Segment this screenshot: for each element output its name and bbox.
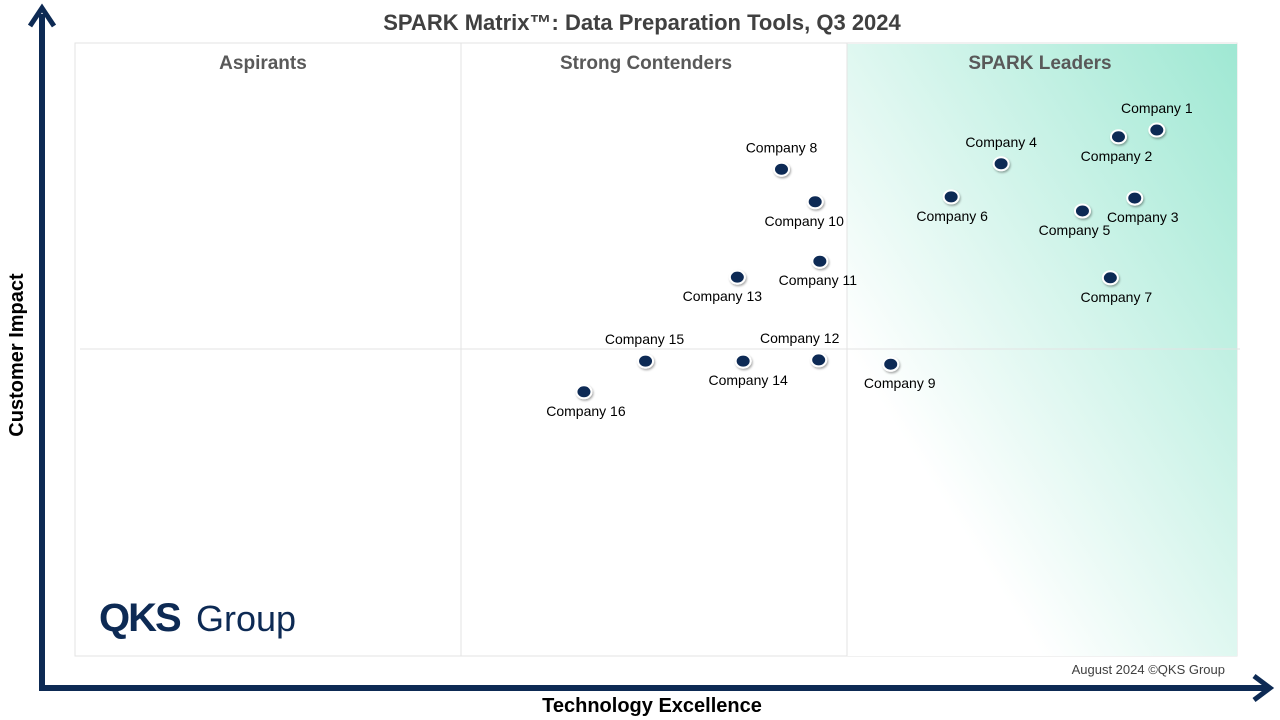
- data-point: [734, 353, 752, 369]
- data-point-label: Company 5: [1039, 222, 1111, 238]
- data-point: [1109, 129, 1127, 145]
- quadrant-label-spark-leaders: SPARK Leaders: [968, 53, 1111, 74]
- data-point: [637, 353, 655, 369]
- data-point-label: Company 10: [764, 213, 844, 229]
- data-point: [1073, 203, 1091, 219]
- data-point-label: Company 9: [864, 375, 936, 391]
- quadrant-label-aspirants: Aspirants: [219, 53, 307, 74]
- quadrant-label-strong-contenders: Strong Contenders: [560, 53, 732, 74]
- data-point: [806, 194, 824, 210]
- data-points: Company 1 Company 2 Company 3 Company 4 Comp…: [546, 100, 1193, 419]
- x-axis-label: Technology Excellence: [542, 695, 762, 717]
- x-axis-arrow: [39, 674, 1275, 702]
- data-point: [810, 352, 828, 368]
- data-point-label: Company 7: [1081, 289, 1153, 305]
- logo-primary: QKS: [99, 596, 181, 640]
- data-point: [811, 253, 829, 269]
- data-point: [772, 161, 790, 177]
- data-point-label: Company 6: [916, 208, 988, 224]
- leaders-quadrant-background: [847, 44, 1237, 656]
- data-point-label: Company 11: [779, 272, 858, 288]
- y-axis-arrow: [27, 3, 57, 690]
- data-point: [942, 189, 960, 205]
- data-point: [992, 156, 1010, 172]
- data-point: [1101, 270, 1119, 286]
- data-point: [1126, 190, 1144, 206]
- data-point-label: Company 16: [546, 403, 626, 419]
- chart-title: SPARK Matrix™: Data Preparation Tools, Q…: [383, 10, 901, 35]
- qks-logo: QKS Group: [99, 596, 296, 640]
- data-point-label: Company 2: [1081, 148, 1153, 164]
- data-point-label: Company 14: [708, 372, 788, 388]
- data-point-label: Company 12: [760, 330, 840, 346]
- data-point-label: Company 4: [965, 134, 1037, 150]
- data-point: [1148, 122, 1166, 138]
- data-point-label: Company 15: [605, 331, 685, 347]
- data-point-label: Company 1: [1121, 100, 1193, 116]
- logo-secondary: Group: [196, 598, 296, 639]
- data-point: [728, 269, 746, 285]
- footer-credit: August 2024 ©QKS Group: [1072, 662, 1225, 677]
- data-point: [882, 356, 900, 372]
- y-axis-label: Customer Impact: [6, 273, 28, 437]
- data-point: [575, 384, 593, 400]
- data-point-label: Company 13: [683, 288, 763, 304]
- data-point-label: Company 3: [1107, 209, 1179, 225]
- data-point-label: Company 8: [746, 139, 818, 155]
